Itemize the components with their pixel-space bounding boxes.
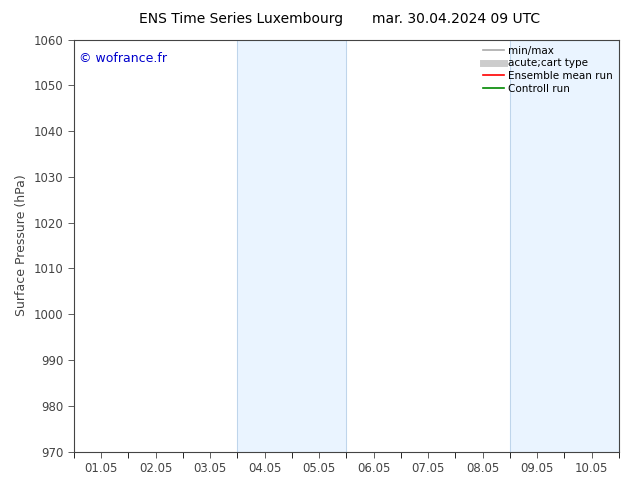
Legend: min/max, acute;cart type, Ensemble mean run, Controll run: min/max, acute;cart type, Ensemble mean … xyxy=(480,43,616,97)
Y-axis label: Surface Pressure (hPa): Surface Pressure (hPa) xyxy=(15,175,28,317)
Bar xyxy=(510,40,619,452)
Text: © wofrance.fr: © wofrance.fr xyxy=(79,52,167,65)
Bar xyxy=(237,40,346,452)
Text: mar. 30.04.2024 09 UTC: mar. 30.04.2024 09 UTC xyxy=(372,12,541,26)
Text: ENS Time Series Luxembourg: ENS Time Series Luxembourg xyxy=(139,12,343,26)
